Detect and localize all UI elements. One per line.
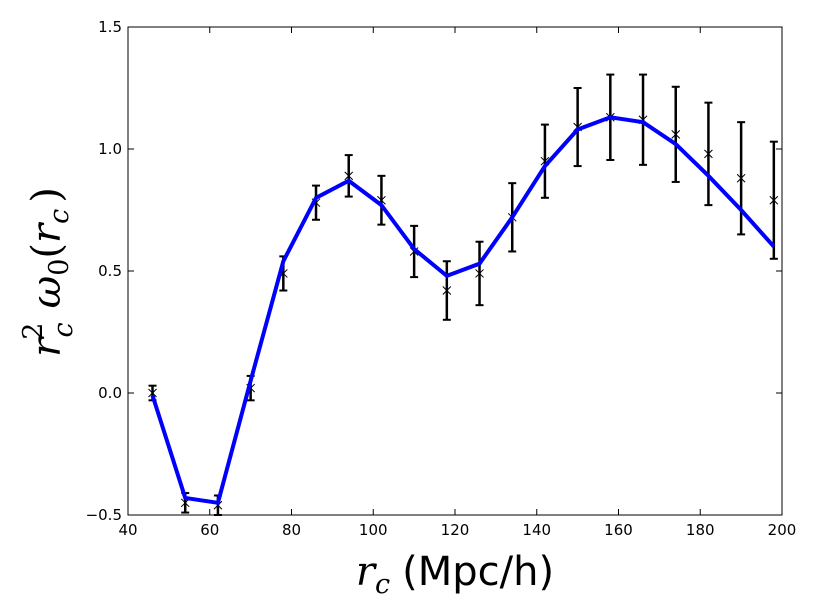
model-line [150, 115, 776, 506]
data-point-stroke [344, 171, 354, 181]
x-tick-label: 180 [686, 521, 715, 539]
y-tick-label: 0.5 [98, 262, 122, 280]
data-point [148, 388, 157, 398]
data-point [475, 269, 484, 278]
data-point-stroke [213, 500, 223, 510]
data-point [769, 195, 779, 205]
x-tick-label: 140 [522, 521, 551, 539]
data-point [442, 286, 452, 295]
y-tick-label: −0.5 [86, 506, 122, 524]
data-point-stroke [475, 269, 484, 278]
y-tick-label: 0.0 [98, 384, 122, 402]
data-point-stroke [736, 173, 746, 183]
data-point [736, 173, 746, 183]
data-point-stroke [671, 130, 681, 139]
data-point-stroke [769, 195, 779, 205]
ticks [127, 26, 783, 516]
x-tick-label: 160 [604, 521, 633, 539]
data-point-stroke [540, 156, 550, 166]
data-point [704, 149, 713, 159]
data-point-stroke [442, 286, 452, 295]
data-point-stroke [148, 388, 157, 398]
x-tick-label: 120 [441, 521, 470, 539]
y-tick-label: 1.5 [98, 18, 122, 36]
tick-labels: 40 60 80 100 120 140 160 180 200 −0.5 0.0 0.5 1.0 1.5 [86, 18, 797, 539]
y-tick-label: 1.0 [98, 140, 122, 158]
x-tick-label: 60 [200, 521, 219, 539]
x-tick-label: 80 [282, 521, 301, 539]
y-axis-label: r2cω0(rc) [18, 187, 79, 357]
model-line-group [150, 115, 776, 506]
x-tick-label: 200 [768, 521, 797, 539]
data-point [344, 171, 354, 181]
x-tick-label: 100 [359, 521, 388, 539]
data-point [671, 130, 681, 139]
x-axis-label: rc (Mpc/h) [356, 549, 554, 600]
data-point-stroke [704, 149, 713, 159]
x-tick-label: 40 [118, 521, 137, 539]
